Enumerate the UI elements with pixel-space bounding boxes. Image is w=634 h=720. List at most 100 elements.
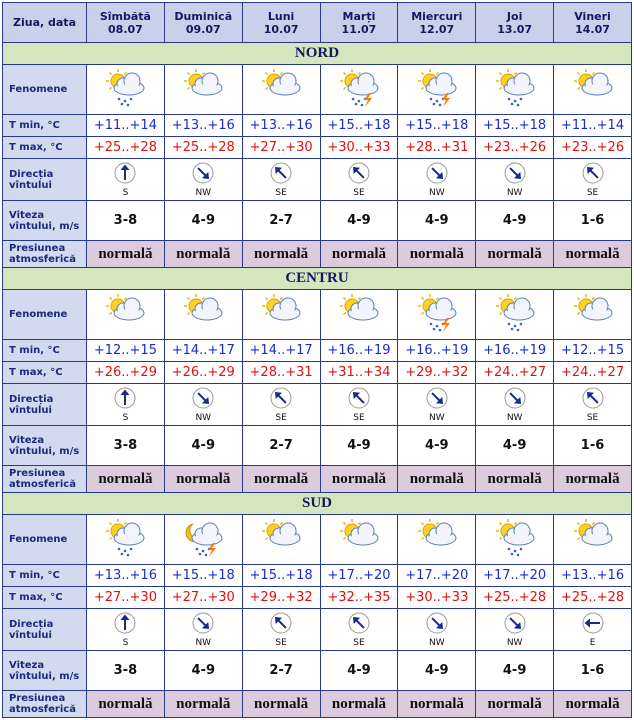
speed-cell: 4-9 xyxy=(319,200,399,241)
wind-arrow xyxy=(114,387,136,408)
day-date: 11.07 xyxy=(341,22,377,36)
direction-text: S xyxy=(122,412,129,423)
row-label: Fenomene xyxy=(2,64,87,115)
table-row: T min, °C +12..+15 +14..+17 +14..+17 +16..+1… xyxy=(2,339,632,362)
tmin-cell: +13..+16 xyxy=(241,114,321,137)
speed-cell: 4-9 xyxy=(163,200,243,241)
weather-icon xyxy=(339,293,379,320)
day-date: 08.07 xyxy=(108,22,143,36)
direction-cell: SE xyxy=(319,158,399,201)
phenomena-cell xyxy=(397,64,477,115)
wind-arrow xyxy=(348,612,370,633)
weather-icon xyxy=(339,68,379,107)
tmax-cell: +26..+29 xyxy=(86,361,165,384)
direction-cell: S xyxy=(86,383,165,426)
pressure-cell: normală xyxy=(241,690,321,718)
pressure-cell: normală xyxy=(86,465,165,493)
speed-cell: 4-9 xyxy=(319,425,399,466)
weather-icon xyxy=(417,518,457,545)
weather-icon xyxy=(573,293,613,320)
weather-icon xyxy=(417,293,457,332)
table-row: Presiunea atmosferică normală normală norma… xyxy=(2,465,632,493)
pressure-cell: normală xyxy=(397,240,477,268)
tmax-cell: +27..+30 xyxy=(163,586,243,609)
tmin-cell: +15..+18 xyxy=(475,114,555,137)
tmax-cell: +30..+33 xyxy=(397,586,477,609)
direction-text: NW xyxy=(506,187,523,198)
pressure-cell: normală xyxy=(475,240,555,268)
speed-cell: 1-6 xyxy=(553,425,632,466)
direction-cell: NW xyxy=(163,608,243,651)
section-title: SUD xyxy=(2,492,632,515)
row-label: Viteza vîntului, m/s xyxy=(2,200,87,241)
table-row: Ziua, data Sîmbătă 08.07 Duminică 09.07 Luni 1… xyxy=(2,2,632,43)
phenomena-cell xyxy=(86,64,165,115)
pressure-cell: normală xyxy=(397,690,477,718)
phenomena-cell xyxy=(553,64,632,115)
wind-arrow xyxy=(348,387,370,408)
section-title: CENTRU xyxy=(2,267,632,290)
wind-arrow xyxy=(270,162,292,183)
speed-cell: 4-9 xyxy=(475,650,555,691)
tmax-cell: +25..+28 xyxy=(553,586,632,609)
tmin-cell: +17..+20 xyxy=(319,564,399,587)
table-row: SUD xyxy=(2,492,632,515)
pressure-cell: normală xyxy=(475,690,555,718)
pressure-cell: normală xyxy=(397,465,477,493)
speed-cell: 2-7 xyxy=(241,200,321,241)
day-header: Luni 10.07 xyxy=(241,2,321,43)
day-header: Sîmbătă 08.07 xyxy=(86,2,165,43)
phenomena-cell xyxy=(163,514,243,565)
weather-icon xyxy=(262,518,301,545)
day-date: 12.07 xyxy=(419,22,455,36)
tmin-cell: +13..+16 xyxy=(86,564,165,587)
row-label: T max, °C xyxy=(2,586,87,609)
direction-text: SE xyxy=(353,412,365,423)
row-label: Presiunea atmosferică xyxy=(2,465,87,493)
phenomena-cell xyxy=(319,289,399,340)
wind-arrow xyxy=(426,612,448,633)
speed-cell: 3-8 xyxy=(86,650,165,691)
phenomena-cell xyxy=(241,514,321,565)
speed-cell: 4-9 xyxy=(319,650,399,691)
day-header: Vineri 14.07 xyxy=(553,2,632,43)
day-name: Sîmbătă xyxy=(99,9,151,23)
weather-icon xyxy=(262,293,301,320)
table-row: Viteza vîntului, m/s 3-8 4-9 2-7 4-9 4-9 4-9 1-… xyxy=(2,200,632,241)
weather-icon xyxy=(417,68,457,107)
phenomena-cell xyxy=(86,289,165,340)
tmin-cell: +16..+19 xyxy=(319,339,399,362)
day-name: Luni xyxy=(267,9,295,23)
tmin-cell: +15..+18 xyxy=(163,564,243,587)
wind-arrow xyxy=(348,162,370,183)
pressure-cell: normală xyxy=(163,465,243,493)
direction-text: SE xyxy=(275,187,287,198)
day-date: 13.07 xyxy=(497,22,533,36)
pressure-cell: normală xyxy=(86,690,165,718)
tmin-cell: +13..+16 xyxy=(553,564,632,587)
section-title: NORD xyxy=(2,42,632,65)
direction-cell: SE xyxy=(553,158,632,201)
speed-cell: 4-9 xyxy=(163,650,243,691)
day-name: Marți xyxy=(342,9,376,23)
phenomena-cell xyxy=(553,289,632,340)
pressure-cell: normală xyxy=(553,240,632,268)
speed-cell: 4-9 xyxy=(397,425,477,466)
tmax-cell: +30..+33 xyxy=(319,136,399,159)
tmax-cell: +28..+31 xyxy=(397,136,477,159)
weather-icon xyxy=(106,68,145,106)
direction-cell: SE xyxy=(319,383,399,426)
row-label: T max, °C xyxy=(2,361,87,384)
direction-cell: SE xyxy=(553,383,632,426)
direction-text: SE xyxy=(353,637,365,648)
table-row: Presiunea atmosferică normală normală norma… xyxy=(2,690,632,718)
speed-cell: 3-8 xyxy=(86,425,165,466)
direction-text: S xyxy=(122,637,129,648)
row-label: Viteza vîntului, m/s xyxy=(2,650,87,691)
wind-arrow xyxy=(114,162,136,183)
direction-text: NW xyxy=(506,412,523,423)
table-row: Viteza vîntului, m/s 3-8 4-9 2-7 4-9 4-9 4-9 1-… xyxy=(2,650,632,691)
pressure-cell: normală xyxy=(163,240,243,268)
weather-icon xyxy=(106,518,145,556)
